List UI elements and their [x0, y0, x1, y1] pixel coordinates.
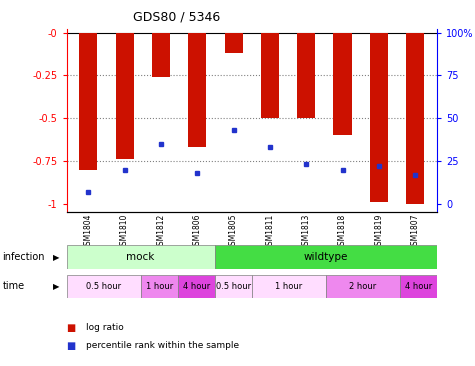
Bar — [225, 33, 243, 53]
Text: infection: infection — [2, 252, 45, 262]
Text: 0.5 hour: 0.5 hour — [86, 282, 121, 291]
Bar — [141, 274, 178, 298]
Text: 1 hour: 1 hour — [145, 282, 173, 291]
Text: ■: ■ — [66, 322, 76, 333]
Bar — [66, 274, 141, 298]
Text: ▶: ▶ — [53, 282, 59, 291]
Bar — [152, 33, 170, 77]
Bar — [79, 33, 97, 169]
Text: log ratio: log ratio — [86, 323, 123, 332]
Text: ▶: ▶ — [53, 253, 59, 262]
Text: percentile rank within the sample: percentile rank within the sample — [86, 341, 238, 350]
Text: 2 hour: 2 hour — [349, 282, 377, 291]
Text: 4 hour: 4 hour — [182, 282, 210, 291]
Bar — [400, 274, 437, 298]
Bar — [252, 274, 326, 298]
Text: GDS80 / 5346: GDS80 / 5346 — [133, 11, 220, 24]
Text: 0.5 hour: 0.5 hour — [216, 282, 251, 291]
Text: wildtype: wildtype — [304, 252, 348, 262]
Bar — [215, 245, 437, 269]
Text: mock: mock — [126, 252, 155, 262]
Bar — [297, 33, 315, 118]
Bar — [333, 33, 352, 135]
Text: 1 hour: 1 hour — [275, 282, 303, 291]
Text: ■: ■ — [66, 341, 76, 351]
Bar — [326, 274, 400, 298]
Bar — [215, 274, 252, 298]
Text: time: time — [2, 281, 25, 291]
Bar — [66, 245, 215, 269]
Bar — [370, 33, 388, 202]
Text: 4 hour: 4 hour — [405, 282, 432, 291]
Bar — [188, 33, 206, 147]
Bar — [406, 33, 424, 204]
Bar — [261, 33, 279, 118]
Bar — [115, 33, 133, 159]
Bar — [178, 274, 215, 298]
